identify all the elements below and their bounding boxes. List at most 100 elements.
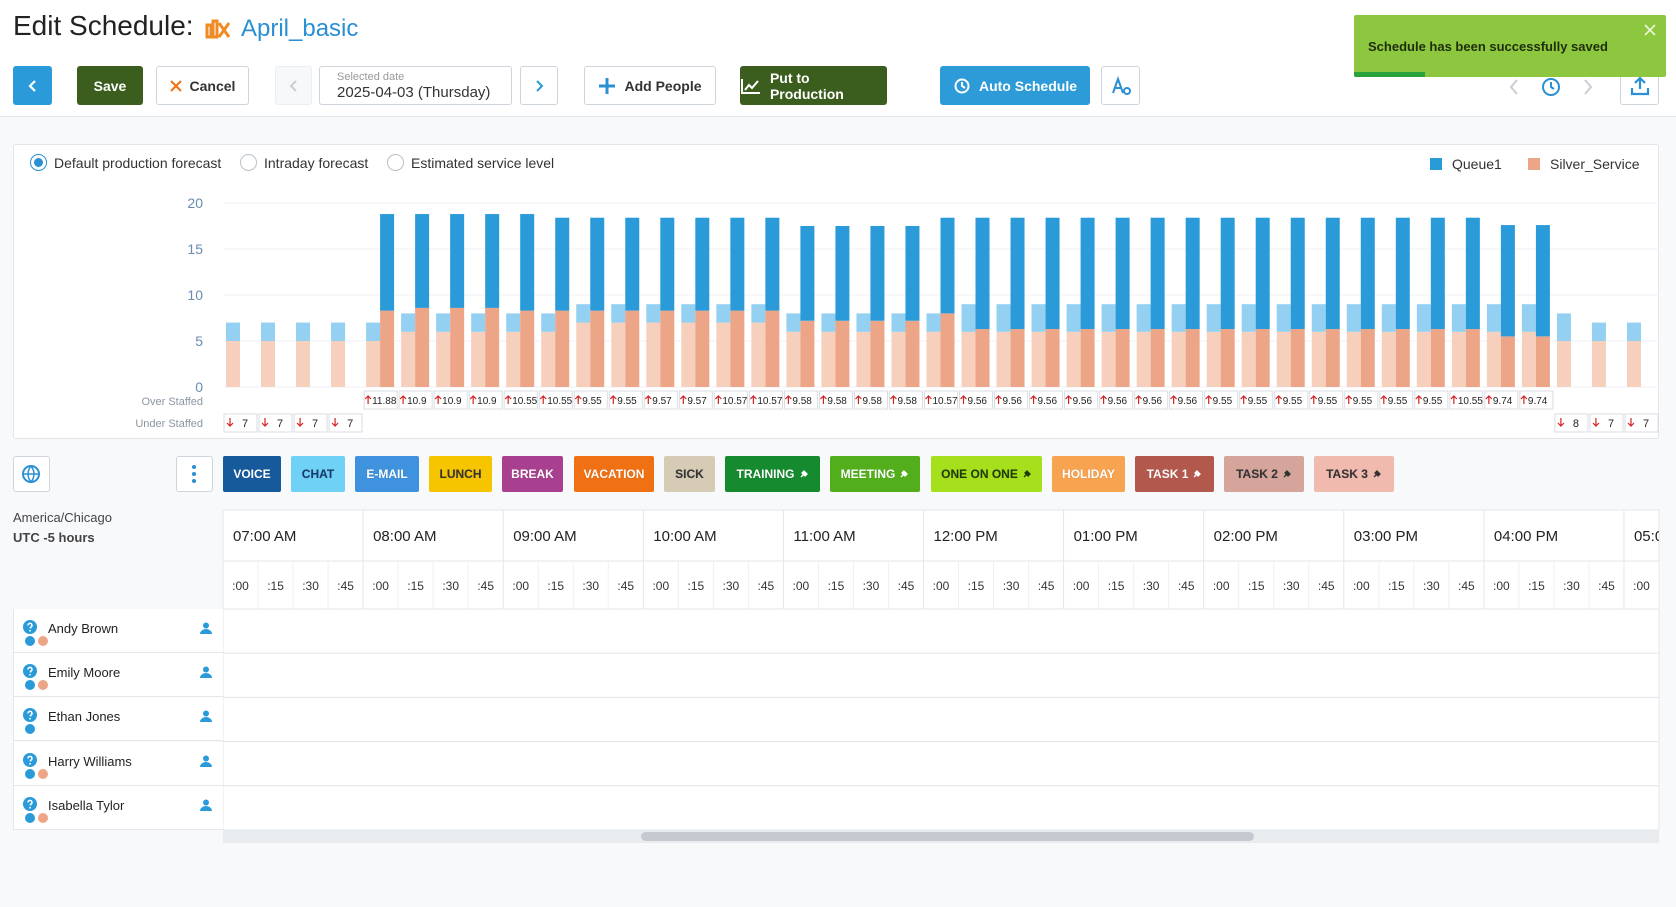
- add-people-button[interactable]: Add People: [584, 66, 716, 105]
- staffed-bar: [1255, 217, 1270, 330]
- staffed-bar: [765, 310, 780, 387]
- option-label: Default production forecast: [54, 154, 222, 171]
- forecast-bar: [1416, 331, 1431, 387]
- utc-offset: UTC -5 hours: [13, 530, 95, 545]
- activity-chip[interactable]: TASK 2: [1224, 456, 1304, 492]
- scroll-thumb[interactable]: [641, 832, 1254, 841]
- staffed-bar: [1360, 329, 1375, 387]
- activity-chip[interactable]: SICK: [664, 456, 715, 492]
- help-icon[interactable]: [23, 620, 37, 634]
- staffing-arrow: [261, 418, 269, 427]
- staffing-box: [538, 390, 573, 410]
- staffed-bar: [1080, 329, 1095, 387]
- forecast-bar: [1031, 304, 1046, 332]
- back-button[interactable]: [13, 66, 52, 105]
- quarter-label: :30: [582, 579, 599, 593]
- schedule-name[interactable]: April_basic: [241, 15, 359, 42]
- chip-label: ONE ON ONE: [941, 467, 1018, 481]
- person-icon[interactable]: [200, 710, 212, 723]
- forecast-bar: [226, 341, 240, 387]
- hour-label: 01:00 PM: [1074, 528, 1138, 545]
- help-icon[interactable]: [23, 752, 37, 767]
- forecast-bar: [1346, 331, 1361, 387]
- person-icon[interactable]: [200, 622, 212, 634]
- forecast-option[interactable]: Default production forecast: [30, 154, 221, 171]
- forecast-option[interactable]: Intraday forecast: [240, 154, 368, 171]
- date-picker[interactable]: Selected date 2025-04-03 (Thursday): [319, 66, 512, 105]
- cancel-button[interactable]: Cancel: [156, 66, 249, 105]
- staffing-value: 10.9: [407, 396, 427, 407]
- staffing-value: 9.74: [1528, 396, 1548, 407]
- radio[interactable]: [240, 154, 257, 171]
- forecast-bar: [786, 331, 801, 387]
- scrollbar[interactable]: [223, 830, 1659, 843]
- forecast-bar: [786, 313, 801, 332]
- activity-chip[interactable]: HOLIDAY: [1052, 456, 1125, 492]
- staffing-box: [1484, 390, 1519, 410]
- forecast-bar: [856, 331, 871, 387]
- staffed-bar: [1395, 217, 1410, 330]
- hour-label: 11:00 AM: [793, 528, 855, 545]
- activity-chip[interactable]: TASK 3: [1314, 456, 1394, 492]
- person-name[interactable]: Isabella Tylor: [48, 797, 125, 813]
- activity-chip[interactable]: MEETING: [830, 456, 920, 492]
- activity-chip[interactable]: ONE ON ONE: [931, 456, 1042, 492]
- staffing-box: [1239, 390, 1274, 410]
- staffing-arrow: [1275, 395, 1283, 404]
- forecast-bar: [961, 304, 976, 332]
- activity-chip[interactable]: LUNCH: [429, 456, 492, 492]
- staffing-value: 9.56: [1178, 396, 1198, 407]
- person-icon[interactable]: [200, 755, 212, 767]
- help-icon[interactable]: [23, 708, 37, 723]
- activity-chip[interactable]: TRAINING: [725, 456, 820, 492]
- person-icon[interactable]: [200, 799, 212, 811]
- staffed-bar: [870, 226, 885, 321]
- forecast-bar: [996, 304, 1011, 332]
- staffing-box: [643, 390, 678, 410]
- staffing-value: 10.55: [547, 396, 572, 407]
- skill-dot: [25, 636, 35, 646]
- staffing-box: [1169, 390, 1204, 410]
- activity-chip[interactable]: BREAK: [502, 456, 563, 492]
- toast-message: Schedule has been successfully saved: [1368, 39, 1608, 54]
- pin-icon: [1283, 470, 1291, 478]
- activity-chip[interactable]: VACATION: [574, 456, 654, 492]
- radio[interactable]: [387, 154, 404, 171]
- staffing-arrow: [644, 395, 652, 404]
- put-to-production-button[interactable]: Put to Production: [740, 66, 887, 105]
- person-icon[interactable]: [200, 666, 212, 679]
- forecast-option[interactable]: Estimated service level: [387, 154, 554, 171]
- radio[interactable]: [30, 154, 47, 171]
- auto-schedule-button[interactable]: Auto Schedule: [940, 66, 1090, 105]
- save-button[interactable]: Save: [77, 66, 143, 105]
- forecast-bar: [226, 322, 240, 341]
- staffing-arrow: [504, 395, 512, 404]
- timezone-button[interactable]: [13, 456, 50, 492]
- staffed-bar: [1185, 329, 1200, 387]
- person-name[interactable]: Emily Moore: [48, 665, 121, 681]
- person-name[interactable]: Andy Brown: [48, 621, 119, 636]
- quarter-label: :45: [758, 579, 775, 593]
- help-icon[interactable]: [23, 664, 37, 679]
- legend-label: Queue1: [1452, 156, 1502, 172]
- staffed-bar: [1465, 217, 1480, 330]
- staffed-bar: [555, 310, 570, 387]
- staffing-arrow: [819, 395, 827, 404]
- quarter-label: :30: [302, 579, 319, 593]
- settings-button[interactable]: [1101, 66, 1140, 105]
- activity-chip[interactable]: CHAT: [291, 456, 345, 492]
- toast-close[interactable]: [1644, 24, 1656, 36]
- activity-chip[interactable]: E-MAIL: [355, 456, 419, 492]
- activity-chip[interactable]: VOICE: [223, 456, 281, 492]
- person-name[interactable]: Harry Williams: [48, 753, 132, 769]
- next-date-button[interactable]: [520, 66, 558, 105]
- chip-label: E-MAIL: [366, 467, 408, 481]
- activity-chip[interactable]: TASK 1: [1135, 456, 1214, 492]
- staffed-bar: [380, 310, 395, 387]
- staffed-bar: [940, 217, 955, 314]
- staffed-bar: [625, 310, 640, 387]
- person-name[interactable]: Ethan Jones: [48, 709, 121, 725]
- forecast-bar: [1381, 304, 1396, 332]
- help-icon[interactable]: [23, 796, 37, 811]
- more-button[interactable]: [176, 456, 213, 492]
